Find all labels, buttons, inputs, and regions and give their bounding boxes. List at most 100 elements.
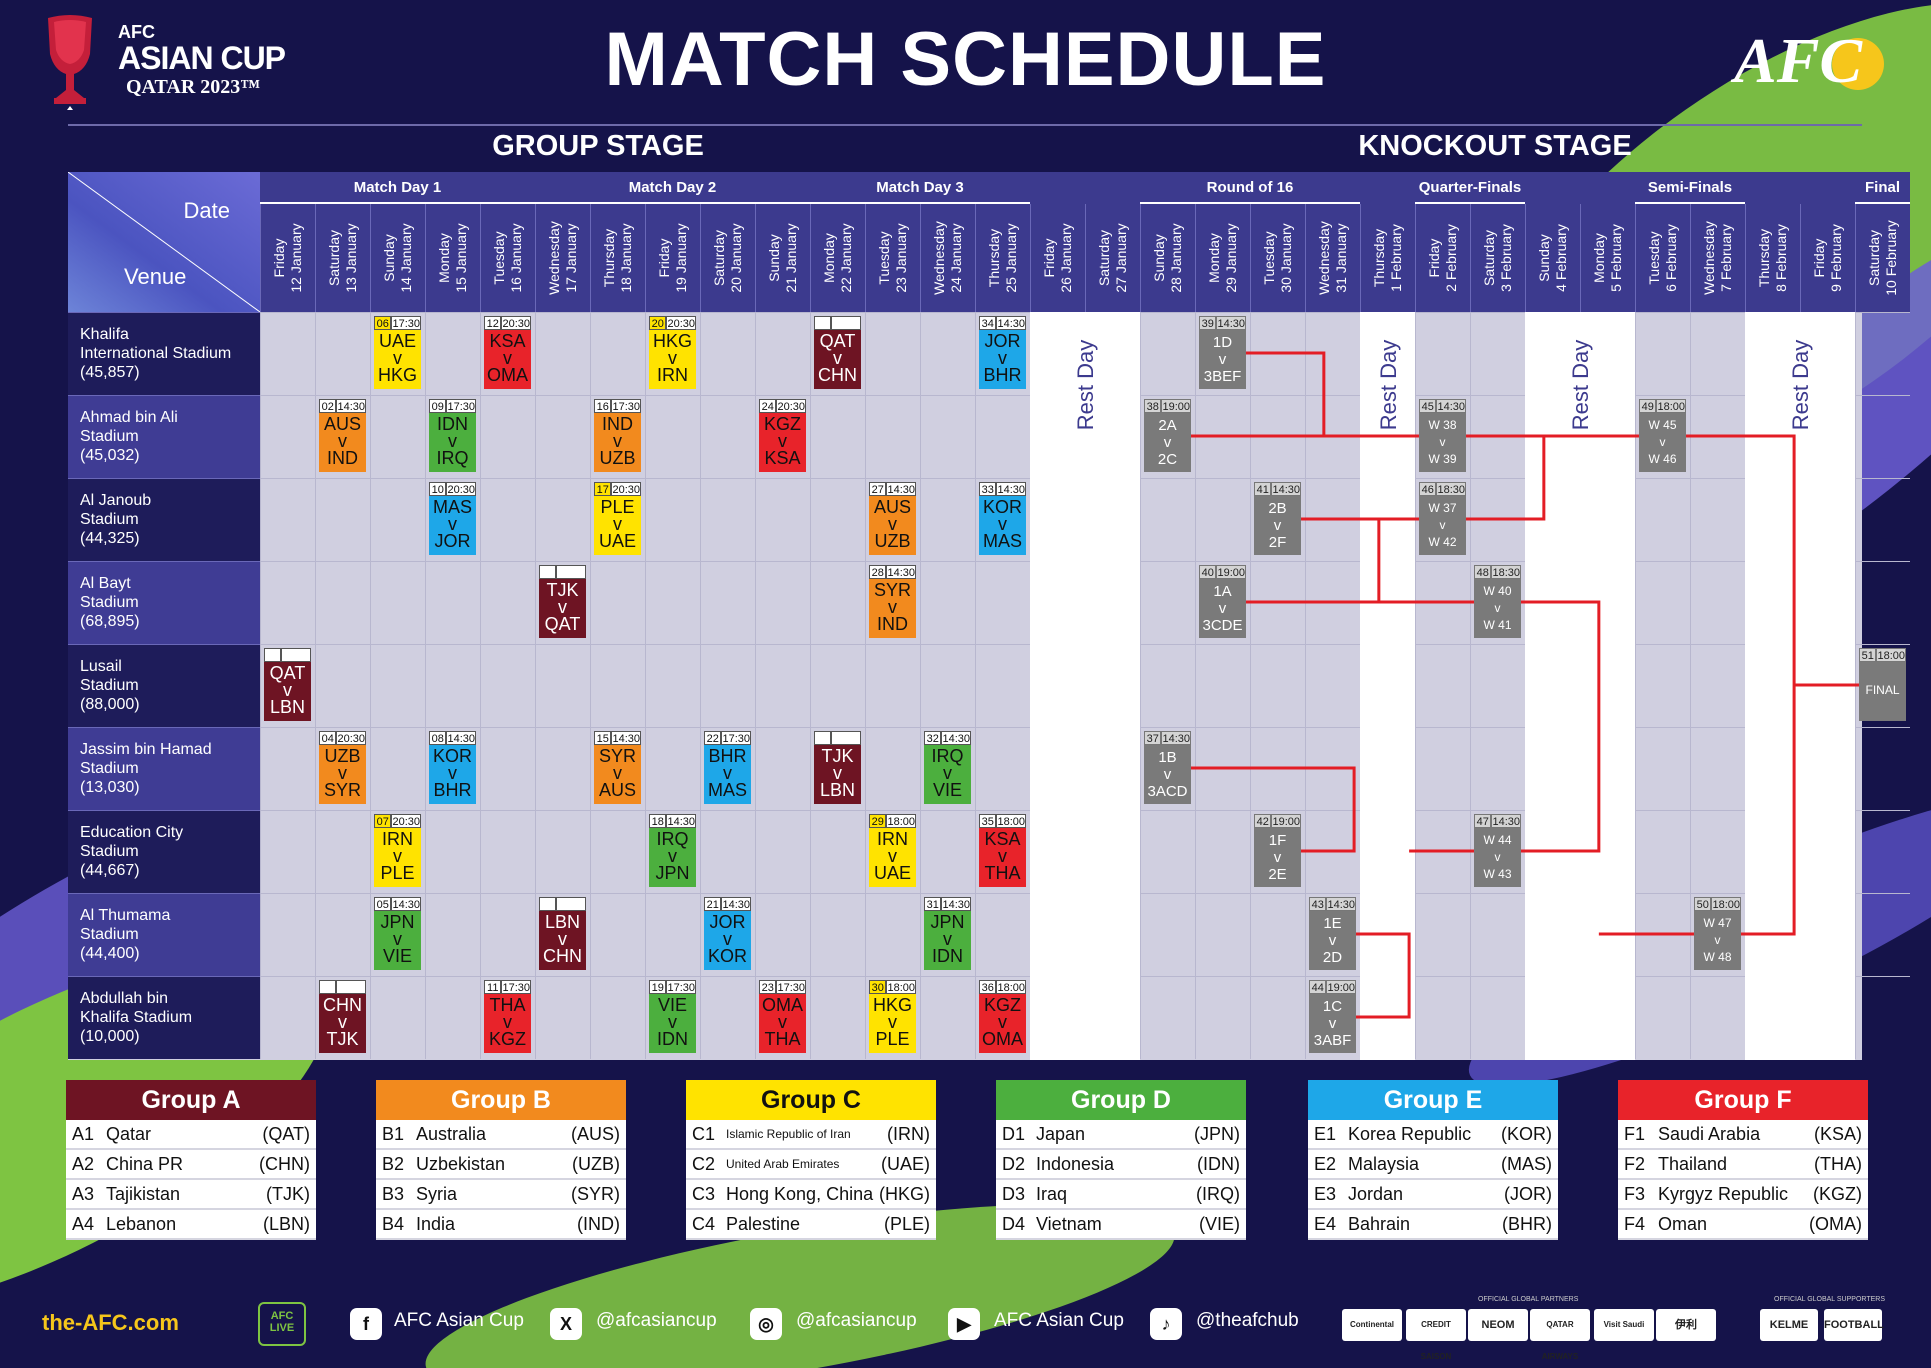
schedule-cell [260,644,315,727]
match-card[interactable]: 31 14:30 JPN v IDN [924,897,971,970]
match-card[interactable]: 13 14:30 LBN v CHN [539,897,586,970]
date-text: Tuesday 30 January [1261,223,1295,292]
knockout-card[interactable]: 50 18:00 W 47 v W 48 [1694,897,1741,970]
partner-logo[interactable]: 伊利 [1656,1309,1716,1341]
away-team: QAT [544,614,581,634]
knockout-card[interactable]: 45 14:30 W 38 v W 39 [1419,399,1466,472]
match-card[interactable]: 24 20:30 KGZ v KSA [759,399,806,472]
away-slot: 2C [1157,451,1178,468]
match-teams: W 45 v W 46 [1639,413,1686,468]
match-card[interactable]: 26 18:00 TJK v LBN [814,731,861,804]
match-card[interactable]: 33 14:30 KOR v MAS [979,482,1026,555]
tiktok-handle[interactable]: @theafchub [1196,1310,1299,1331]
match-card[interactable]: 36 18:00 KGZ v OMA [979,980,1026,1053]
partner-logo[interactable]: CREDIT SAISON [1406,1309,1466,1361]
match-card[interactable]: 15 14:30 SYR v AUS [594,731,641,804]
match-card[interactable]: 28 14:30 SYR v IND [869,565,916,638]
knockout-card[interactable]: 44 19:00 1C v 3ABF [1309,980,1356,1053]
x-icon[interactable]: X [550,1308,582,1340]
youtube-icon[interactable]: ▶ [948,1308,980,1340]
match-teams: IRQ v VIE [924,745,971,799]
weekday: Wednesday [546,221,562,295]
match-teams: THA v KGZ [484,994,531,1048]
schedule-cell [315,893,370,976]
match-card[interactable]: 27 14:30 AUS v UZB [869,482,916,555]
knockout-card[interactable]: 40 19:00 1A v 3CDE [1199,565,1246,638]
match-card[interactable]: 21 14:30 JOR v KOR [704,897,751,970]
schedule-cell [1195,561,1250,644]
knockout-card[interactable]: 41 14:30 2B v 2F [1254,482,1301,555]
knockout-card[interactable]: 49 18:00 W 45 v W 46 [1639,399,1686,472]
match-card[interactable]: 01 19:00 QAT v LBN [264,648,311,721]
match-card[interactable]: 29 18:00 IRN v UAE [869,814,916,887]
weekday: Monday [1206,233,1222,283]
supporter-logo[interactable]: KELME [1760,1309,1818,1341]
facebook-handle[interactable]: AFC Asian Cup [394,1310,524,1331]
group-team-row: F4 Oman (OMA) [1618,1210,1868,1240]
versus: v [833,763,842,783]
knockout-card[interactable]: 47 14:30 W 44 v W 43 [1474,814,1521,887]
kickoff-time: 17:30 [666,980,696,994]
youtube-handle[interactable]: AFC Asian Cup [994,1310,1124,1331]
group-table: Group E E1 Korea Republic (KOR) E2 Malaysia (M… [1308,1080,1558,1240]
match-card[interactable]: 03 17:30 CHN v TJK [319,980,366,1053]
supporter-logo[interactable]: FOOTBALL [1824,1309,1884,1341]
match-card[interactable]: 06 17:30 UAE v HKG [374,316,421,389]
afc-live-logo[interactable]: AFC LIVE [258,1302,306,1346]
date-header: Monday 22 January [810,204,865,312]
versus: v [338,431,347,451]
versus: v [778,431,787,451]
partner-logo[interactable]: QATAR AIRWAYS [1530,1309,1590,1361]
match-card[interactable]: 12 20:30 KSA v OMA [484,316,531,389]
match-card[interactable]: 19 17:30 VIE v IDN [649,980,696,1053]
match-card[interactable]: 05 14:30 JPN v VIE [374,897,421,970]
logo-line-afc: AFC [118,22,155,42]
home-team: IDN [437,414,468,434]
away-slot: W 42 [1428,535,1457,549]
partner-logo[interactable]: NEOM [1468,1309,1528,1341]
versus: v [1494,850,1501,864]
date: 21 January [783,223,799,293]
match-card[interactable]: 25 18:00 QAT v CHN [814,316,861,389]
match-card[interactable]: 08 14:30 KOR v BHR [429,731,476,804]
facebook-icon[interactable]: f [350,1308,382,1340]
tiktok-icon[interactable]: ♪ [1150,1308,1182,1340]
away-slot: 3BEF [1203,368,1242,385]
knockout-card[interactable]: 43 14:30 1E v 2D [1309,897,1356,970]
weekday: Friday [1041,238,1057,278]
instagram-handle[interactable]: @afcasiancup [796,1310,917,1331]
match-card[interactable]: 34 14:30 JOR v BHR [979,316,1026,389]
match-card[interactable]: 35 18:00 KSA v THA [979,814,1026,887]
versus: v [1273,517,1282,534]
knockout-card[interactable]: 37 14:30 1B v 3ACD [1144,731,1191,804]
match-card[interactable]: 17 20:30 PLE v UAE [594,482,641,555]
phase-header: Final [1855,172,1910,204]
knockout-card[interactable]: 39 14:30 1D v 3BEF [1199,316,1246,389]
match-card[interactable]: 22 17:30 BHR v MAS [704,731,751,804]
knockout-card[interactable]: 46 18:30 W 37 v W 42 [1419,482,1466,555]
match-card[interactable]: 02 14:30 AUS v IND [319,399,366,472]
match-card[interactable]: 20 20:30 HKG v IRN [649,316,696,389]
match-card[interactable]: 10 20:30 MAS v JOR [429,482,476,555]
x-handle[interactable]: @afcasiancup [596,1310,717,1331]
match-card[interactable]: 04 20:30 UZB v SYR [319,731,366,804]
match-card[interactable]: 11 17:30 THA v KGZ [484,980,531,1053]
match-card[interactable]: 32 14:30 IRQ v VIE [924,731,971,804]
knockout-card[interactable]: 38 19:00 2A v 2C [1144,399,1191,472]
match-card[interactable]: 07 20:30 IRN v PLE [374,814,421,887]
knockout-card[interactable]: 42 19:00 1F v 2E [1254,814,1301,887]
match-card[interactable]: 30 18:00 HKG v PLE [869,980,916,1053]
match-card[interactable]: 09 17:30 IDN v IRQ [429,399,476,472]
partner-logo[interactable]: Visit Saudi [1594,1309,1654,1341]
website-link[interactable]: the-AFC.com [42,1310,179,1335]
match-number: 11 [484,980,502,994]
partner-logo[interactable]: Continental [1342,1309,1402,1341]
match-card[interactable]: 14 17:30 TJK v QAT [539,565,586,638]
match-card[interactable]: 18 14:30 IRQ v JPN [649,814,696,887]
match-card[interactable]: 16 17:30 IND v UZB [594,399,641,472]
knockout-card[interactable]: 51 18:00 FINAL [1859,648,1906,721]
knockout-card[interactable]: 48 18:30 W 40 v W 41 [1474,565,1521,638]
match-card[interactable]: 23 17:30 OMA v THA [759,980,806,1053]
team-name: India [416,1213,456,1234]
instagram-icon[interactable]: ◎ [750,1308,782,1340]
